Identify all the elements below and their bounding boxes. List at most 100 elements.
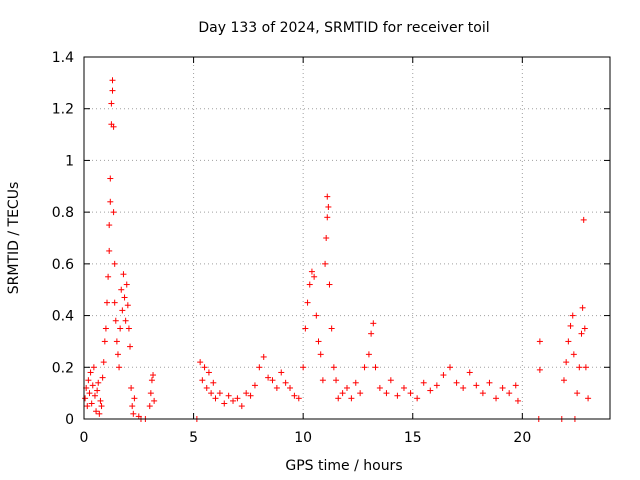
data-point-plus-marker — [580, 216, 587, 223]
x-tick-label: 15 — [404, 430, 422, 446]
data-point-plus-marker — [269, 377, 276, 384]
data-point-plus-marker — [210, 379, 217, 386]
data-point-plus-marker — [570, 351, 577, 358]
data-point-plus-marker — [111, 299, 118, 306]
data-point-plus-marker — [479, 390, 486, 397]
data-point-plus-marker — [128, 384, 135, 391]
data-point-plus-marker — [230, 397, 237, 404]
data-point-plus-marker — [333, 377, 340, 384]
data-point-plus-marker — [466, 369, 473, 376]
data-point-plus-marker — [560, 377, 567, 384]
data-point-plus-marker — [234, 395, 241, 402]
data-point-plus-marker — [339, 390, 346, 397]
data-point-plus-marker — [579, 304, 586, 311]
data-point-plus-marker — [101, 338, 108, 345]
data-point-plus-marker — [420, 379, 427, 386]
data-point-plus-marker — [97, 397, 104, 404]
data-point-plus-marker — [407, 390, 414, 397]
data-point-plus-marker — [306, 281, 313, 288]
data-point-plus-marker — [146, 403, 153, 410]
data-point-plus-marker — [304, 299, 311, 306]
data-point-plus-marker — [104, 299, 111, 306]
x-tick-label: 0 — [80, 430, 89, 446]
data-point-plus-marker — [427, 387, 434, 394]
data-point-plus-marker — [112, 317, 119, 324]
data-point-plus-marker — [499, 384, 506, 391]
data-point-plus-marker — [330, 364, 337, 371]
data-point-plus-marker — [117, 325, 124, 332]
data-point-plus-marker — [287, 384, 294, 391]
data-point-plus-marker — [131, 395, 138, 402]
data-point-plus-marker — [365, 351, 372, 358]
y-tick-label: 1.4 — [52, 50, 74, 66]
data-point-plus-marker — [585, 395, 592, 402]
data-point-plus-marker — [125, 325, 132, 332]
data-point-plus-marker — [282, 379, 289, 386]
data-point-plus-marker — [493, 395, 500, 402]
data-point-plus-marker — [151, 397, 158, 404]
data-point-plus-marker — [119, 307, 126, 314]
data-point-plus-marker — [352, 379, 359, 386]
data-point-plus-marker — [453, 379, 460, 386]
data-point-plus-marker — [260, 353, 267, 360]
data-point-plus-marker — [243, 390, 250, 397]
data-point-plus-marker — [90, 364, 97, 371]
data-point-plus-marker — [328, 325, 335, 332]
data-point-plus-marker — [205, 369, 212, 376]
data-point-plus-marker — [109, 77, 116, 84]
y-tick-label: 1 — [65, 153, 74, 169]
data-point-plus-marker — [102, 325, 109, 332]
data-point-plus-marker — [106, 247, 113, 254]
data-point-plus-marker — [118, 286, 125, 293]
data-point-plus-marker — [208, 390, 215, 397]
data-point-plus-marker — [121, 294, 128, 301]
data-point-plus-marker — [323, 235, 330, 241]
data-point-plus-marker — [107, 175, 114, 182]
data-point-plus-marker — [394, 392, 401, 399]
data-point-plus-marker — [238, 403, 245, 410]
data-point-plus-marker — [116, 364, 123, 371]
y-tick-label: 0.6 — [52, 257, 74, 273]
data-point-plus-marker — [147, 390, 154, 397]
data-point-plus-marker — [130, 410, 137, 417]
data-point-plus-marker — [486, 379, 493, 386]
data-point-plus-marker — [578, 330, 585, 337]
y-axis-label: SRMTID / TECUs — [6, 182, 22, 295]
data-point-plus-marker — [335, 395, 342, 402]
data-point-plus-marker — [278, 369, 285, 376]
data-point-plus-marker — [89, 382, 96, 389]
data-point-plus-marker — [400, 384, 407, 391]
y-tick-label: 0.8 — [52, 205, 74, 221]
data-point-plus-marker — [197, 359, 204, 366]
data-point-plus-marker — [300, 364, 307, 371]
x-tick-label: 5 — [189, 430, 198, 446]
data-point-plus-marker — [440, 372, 447, 379]
data-point-plus-marker — [574, 390, 581, 397]
data-point-plus-marker — [506, 390, 513, 397]
data-point-plus-marker — [91, 392, 98, 399]
data-point-plus-marker — [201, 364, 208, 371]
data-point-plus-marker — [576, 364, 583, 371]
data-point-plus-marker — [291, 392, 298, 399]
data-point-plus-marker — [433, 382, 440, 389]
data-point-plus-marker — [105, 273, 112, 280]
data-point-plus-marker — [203, 384, 210, 391]
data-point-plus-marker — [308, 268, 315, 275]
data-point-plus-marker — [563, 359, 570, 366]
plot-area-border — [83, 56, 611, 420]
data-point-plus-marker — [216, 390, 223, 397]
data-point-plus-marker — [108, 100, 115, 107]
data-point-plus-marker — [376, 384, 383, 391]
x-tick-label: 20 — [513, 430, 531, 446]
data-point-plus-marker — [315, 338, 322, 345]
data-points — [82, 77, 592, 422]
data-point-plus-marker — [370, 320, 377, 327]
data-point-plus-marker — [100, 359, 107, 366]
data-point-plus-marker — [225, 392, 232, 399]
data-point-plus-marker — [383, 390, 390, 397]
data-point-plus-marker — [447, 364, 454, 371]
data-point-plus-marker — [99, 374, 106, 381]
chart-title: Day 133 of 2024, SRMTID for receiver toi… — [198, 20, 489, 36]
y-tick-label: 0 — [65, 412, 74, 428]
